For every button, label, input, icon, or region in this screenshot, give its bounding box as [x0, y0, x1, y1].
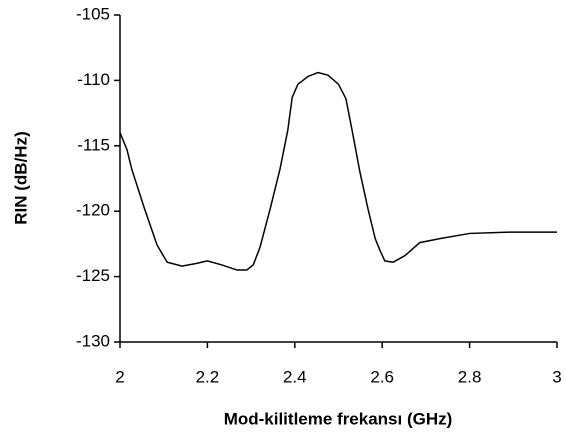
line	[119, 71, 557, 271]
y-axis-title: RIN (dB/Hz)	[11, 131, 30, 224]
x-tick-label: 2	[115, 367, 124, 386]
x-tick-label: 2.6	[370, 367, 394, 386]
x-tick-label: 3	[552, 367, 561, 386]
y-tick-label: -130	[76, 331, 110, 350]
y-tick-label: -125	[76, 266, 110, 285]
x-tick-label: 2.4	[283, 367, 307, 386]
x-tick-label: 2.2	[196, 367, 220, 386]
y-tick-label: -120	[76, 201, 110, 220]
y-tick-label: -110	[77, 70, 110, 89]
y-tick-label: -115	[77, 135, 110, 154]
y-tick-label: -105	[76, 4, 110, 23]
x-tick-label: 2.8	[458, 367, 482, 386]
x-axis-title: Mod-kilitleme frekansı (GHz)	[224, 409, 453, 428]
